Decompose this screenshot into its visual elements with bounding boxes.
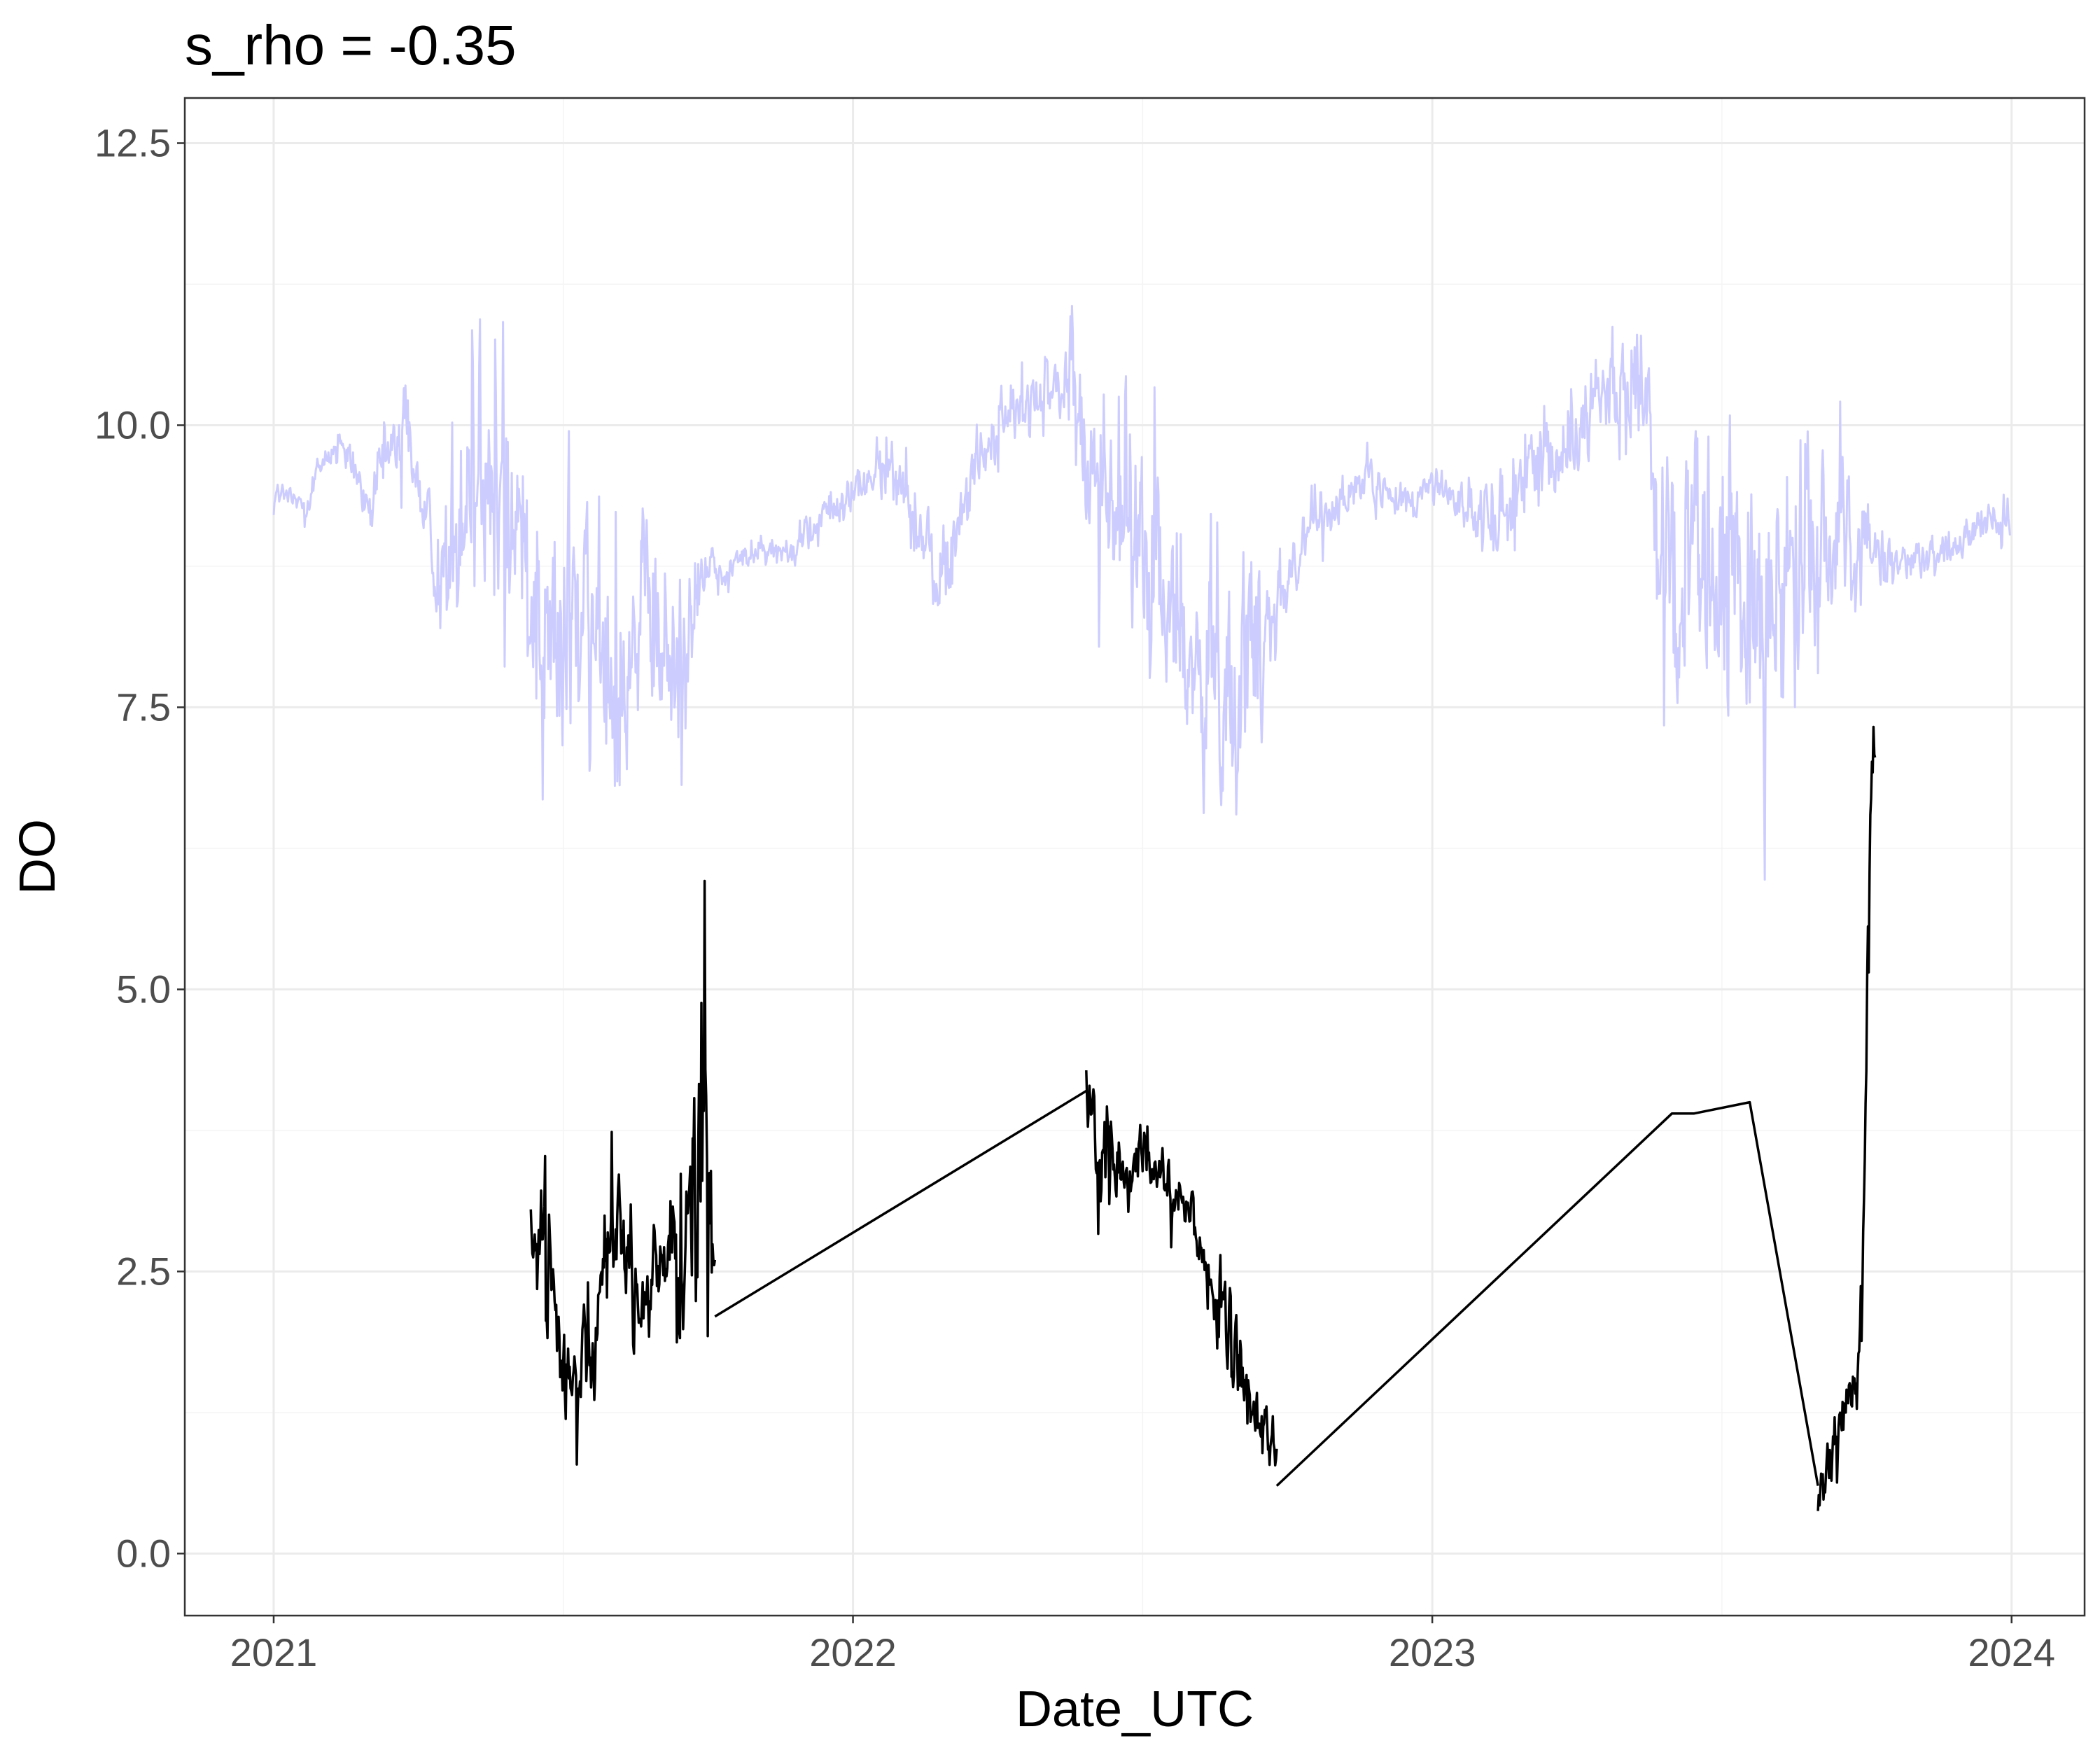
x-axis-title: Date_UTC xyxy=(1016,1681,1254,1737)
x-tick-label: 2022 xyxy=(809,1630,897,1674)
major-gridlines xyxy=(185,98,2085,1616)
series-layer xyxy=(272,304,2011,1511)
y-tick-label: 7.5 xyxy=(116,685,171,729)
series-line-2 xyxy=(714,1090,1087,1318)
chart-title: s_rho = -0.35 xyxy=(185,14,517,76)
series-line-5 xyxy=(1816,725,1877,1511)
x-tick-label: 2023 xyxy=(1389,1630,1476,1674)
y-tick-label: 2.5 xyxy=(116,1249,171,1293)
minor-gridlines xyxy=(185,98,2085,1616)
series-line-3 xyxy=(1085,1070,1278,1467)
series-line-1 xyxy=(529,879,717,1466)
axis-ticks xyxy=(177,142,2012,1623)
x-tick-labels: 2021 2022 2023 2024 xyxy=(230,1630,2055,1674)
y-tick-label: 12.5 xyxy=(94,120,171,164)
series-line-4 xyxy=(1275,1100,1819,1487)
y-tick-label: 5.0 xyxy=(116,967,171,1011)
series-line-0 xyxy=(272,304,2011,881)
y-axis-title: DO xyxy=(10,819,66,895)
x-tick-label: 2024 xyxy=(1968,1630,2055,1674)
y-tick-label: 0.0 xyxy=(116,1531,171,1575)
y-tick-label: 10.0 xyxy=(94,402,171,447)
plot-panel-border xyxy=(183,97,2086,1617)
y-tick-labels: 0.0 2.5 5.0 7.5 10.0 12.5 xyxy=(94,120,171,1575)
x-tick-label: 2021 xyxy=(230,1630,318,1674)
